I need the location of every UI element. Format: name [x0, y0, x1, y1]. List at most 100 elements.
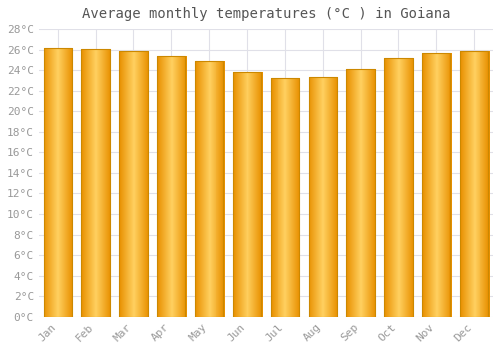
Bar	[54, 48, 56, 317]
Bar	[159, 56, 160, 317]
Bar	[320, 77, 322, 317]
Bar	[282, 78, 283, 317]
Bar	[470, 51, 471, 317]
Bar	[246, 72, 247, 317]
Bar	[238, 72, 239, 317]
Bar	[244, 72, 246, 317]
Bar	[220, 61, 221, 317]
Bar	[410, 58, 411, 317]
Bar	[167, 56, 168, 317]
Bar	[126, 51, 128, 317]
Bar	[352, 69, 354, 317]
Bar	[259, 72, 260, 317]
Bar	[274, 78, 276, 317]
Bar	[109, 49, 110, 317]
Bar	[329, 77, 330, 317]
Bar	[403, 58, 404, 317]
Bar	[423, 53, 424, 317]
Bar	[312, 77, 313, 317]
Bar	[437, 53, 438, 317]
Bar	[364, 69, 366, 317]
Bar	[99, 49, 100, 317]
Bar	[169, 56, 170, 317]
Bar	[234, 72, 235, 317]
Bar	[163, 56, 164, 317]
Bar	[448, 53, 449, 317]
Bar	[370, 69, 371, 317]
Bar	[450, 53, 452, 317]
Bar	[158, 56, 160, 317]
Bar	[405, 58, 406, 317]
Bar	[206, 61, 208, 317]
Bar	[236, 72, 238, 317]
Bar	[176, 56, 178, 317]
Bar	[476, 51, 478, 317]
Bar	[137, 51, 138, 317]
Bar	[165, 56, 166, 317]
Bar	[157, 56, 186, 317]
Bar	[282, 78, 284, 317]
Bar	[216, 61, 218, 317]
Bar	[105, 49, 106, 317]
Bar	[52, 48, 54, 317]
Bar	[68, 48, 70, 317]
Bar	[398, 58, 400, 317]
Bar	[64, 48, 66, 317]
Bar	[160, 56, 162, 317]
Bar	[448, 53, 450, 317]
Bar	[82, 49, 84, 317]
Bar	[336, 77, 338, 317]
Bar	[208, 61, 210, 317]
Bar	[270, 78, 272, 317]
Bar	[166, 56, 167, 317]
Bar	[90, 49, 92, 317]
Bar	[56, 48, 58, 317]
Bar	[308, 77, 337, 317]
Bar	[472, 51, 474, 317]
Bar	[88, 49, 90, 317]
Bar	[130, 51, 132, 317]
Bar	[124, 51, 126, 317]
Bar	[460, 51, 462, 317]
Bar	[484, 51, 485, 317]
Bar	[170, 56, 171, 317]
Bar	[57, 48, 58, 317]
Bar	[299, 78, 300, 317]
Bar	[246, 72, 248, 317]
Bar	[288, 78, 290, 317]
Bar	[108, 49, 109, 317]
Bar	[242, 72, 244, 317]
Bar	[472, 51, 473, 317]
Bar	[359, 69, 360, 317]
Bar	[292, 78, 294, 317]
Bar	[119, 51, 120, 317]
Bar	[397, 58, 398, 317]
Bar	[368, 69, 369, 317]
Bar	[242, 72, 243, 317]
Bar	[261, 72, 262, 317]
Bar	[372, 69, 373, 317]
Bar	[429, 53, 430, 317]
Bar	[161, 56, 162, 317]
Bar	[60, 48, 62, 317]
Bar	[178, 56, 180, 317]
Bar	[250, 72, 251, 317]
Bar	[388, 58, 390, 317]
Bar	[385, 58, 386, 317]
Bar	[186, 56, 187, 317]
Bar	[310, 77, 311, 317]
Bar	[82, 49, 110, 317]
Bar	[427, 53, 428, 317]
Bar	[482, 51, 483, 317]
Bar	[412, 58, 414, 317]
Bar	[144, 51, 145, 317]
Bar	[408, 58, 410, 317]
Bar	[200, 61, 201, 317]
Bar	[254, 72, 256, 317]
Bar	[430, 53, 431, 317]
Bar	[374, 69, 375, 317]
Bar	[464, 51, 465, 317]
Bar	[46, 48, 48, 317]
Bar	[203, 61, 204, 317]
Bar	[201, 61, 202, 317]
